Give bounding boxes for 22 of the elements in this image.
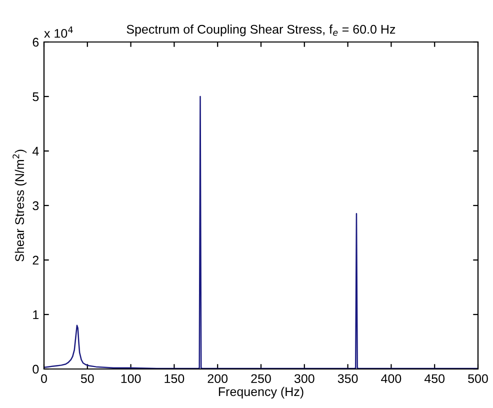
x-tick-label: 150 [164, 374, 184, 384]
x-tick-label: 200 [208, 374, 228, 384]
y-tick-label: 2 [32, 256, 39, 265]
y-axis-title: Shear Stress (N/m$^{2}$) [12, 150, 26, 262]
y-tick-label: 3 [32, 201, 39, 210]
x-tick-label: 500 [468, 374, 488, 384]
x-axis-title: Frequency (Hz) [218, 386, 304, 399]
y-tick-label: 6 [32, 38, 39, 47]
x-tick-label: 450 [424, 374, 445, 384]
x-tick-label: 350 [338, 374, 358, 384]
x-tick-label: 250 [251, 374, 271, 384]
y-tick-label: 1 [33, 310, 39, 320]
x-tick-label: 400 [381, 374, 402, 384]
x-tick-label: 50 [80, 374, 94, 384]
text: x 10$^{4}$ [44, 26, 73, 38]
y-tick-label: 4 [32, 146, 39, 156]
x-tick-label: 300 [294, 374, 314, 384]
chart-title: Spectrum of Coupling Shear Stress, f$_{e}$ = 60.0 Hz [126, 24, 396, 36]
x-tick-label: 100 [121, 374, 141, 384]
y-tick-label: 5 [32, 92, 39, 102]
y-tick-label: 0 [32, 364, 39, 374]
x-tick-label: 0 [41, 374, 47, 384]
